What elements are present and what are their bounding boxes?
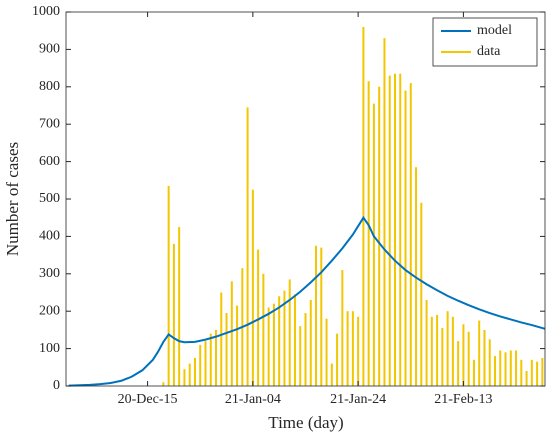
bar [478, 320, 481, 386]
bar [351, 311, 354, 386]
bar [251, 189, 254, 386]
bar [183, 369, 186, 386]
bar [541, 357, 544, 386]
x-tick-label: 20-Dec-15 [118, 392, 178, 407]
y-tick-label: 600 [39, 154, 60, 169]
bar [493, 356, 496, 386]
bar [372, 103, 375, 386]
bar [504, 352, 507, 386]
bar [472, 359, 475, 386]
bar [430, 316, 433, 386]
bar [330, 363, 333, 386]
y-tick-label: 400 [39, 229, 60, 244]
bar [209, 333, 212, 386]
bar [267, 307, 270, 386]
x-tick-label: 21-Jan-04 [225, 392, 281, 407]
y-tick-label: 0 [53, 378, 60, 393]
bar [530, 359, 533, 386]
bar [225, 313, 228, 386]
bar [272, 303, 275, 386]
y-tick-label: 100 [39, 341, 60, 356]
x-axis-label: Time (day) [268, 413, 343, 432]
y-tick-label: 300 [39, 266, 60, 281]
bar [293, 294, 296, 386]
bar [488, 339, 491, 386]
bar [278, 296, 281, 386]
bar [409, 83, 412, 386]
bar [288, 279, 291, 386]
bar [283, 290, 286, 386]
bar [451, 316, 454, 386]
bar [230, 281, 233, 386]
y-tick-label: 500 [39, 191, 60, 206]
bar [193, 357, 196, 386]
y-axis-label: Number of cases [3, 142, 22, 256]
bar [162, 382, 165, 386]
bar [236, 305, 239, 386]
y-tick-label: 200 [39, 303, 60, 318]
bar [462, 324, 465, 386]
legend-box [432, 17, 538, 67]
bar [404, 90, 407, 386]
bar [204, 341, 207, 386]
bar [425, 299, 428, 386]
bar [299, 326, 302, 386]
bar [320, 247, 323, 386]
bar [499, 350, 502, 386]
bar [220, 292, 223, 386]
bar [246, 107, 249, 387]
x-tick-label: 21-Feb-13 [434, 392, 492, 407]
bar [393, 73, 396, 387]
bar [315, 245, 318, 386]
bar [441, 328, 444, 386]
bar [178, 227, 181, 386]
bar [336, 333, 339, 386]
legend-label: data [477, 44, 501, 59]
bar [341, 270, 344, 386]
bar [188, 363, 191, 386]
bar [457, 341, 460, 386]
bar [378, 86, 381, 387]
x-tick-label: 21-Jan-24 [330, 392, 386, 407]
bar [262, 273, 265, 386]
bar [172, 243, 175, 386]
y-tick-label: 800 [39, 79, 60, 94]
line [68, 215, 546, 387]
bar [509, 350, 512, 386]
bar [383, 38, 386, 387]
bar [304, 313, 307, 386]
y-tick-label: 700 [39, 116, 60, 131]
bar [520, 359, 523, 386]
bar [446, 311, 449, 386]
bar [436, 314, 439, 386]
bar [357, 316, 360, 386]
bar [167, 185, 170, 386]
bar [467, 331, 470, 386]
legend-label: model [477, 23, 512, 38]
bar [399, 73, 402, 387]
bar [309, 299, 312, 386]
bar [346, 311, 349, 386]
bar [420, 202, 423, 386]
bar [483, 329, 486, 386]
bar [525, 371, 528, 386]
bar [388, 75, 391, 386]
bar [536, 361, 539, 386]
bar [257, 249, 260, 386]
bar [362, 26, 365, 387]
bar [367, 81, 370, 386]
bar [199, 344, 202, 386]
bar [515, 350, 518, 386]
y-tick-label: 900 [39, 42, 60, 57]
bar [215, 329, 218, 386]
y-tick-label: 1000 [32, 4, 60, 19]
bar [325, 318, 328, 386]
